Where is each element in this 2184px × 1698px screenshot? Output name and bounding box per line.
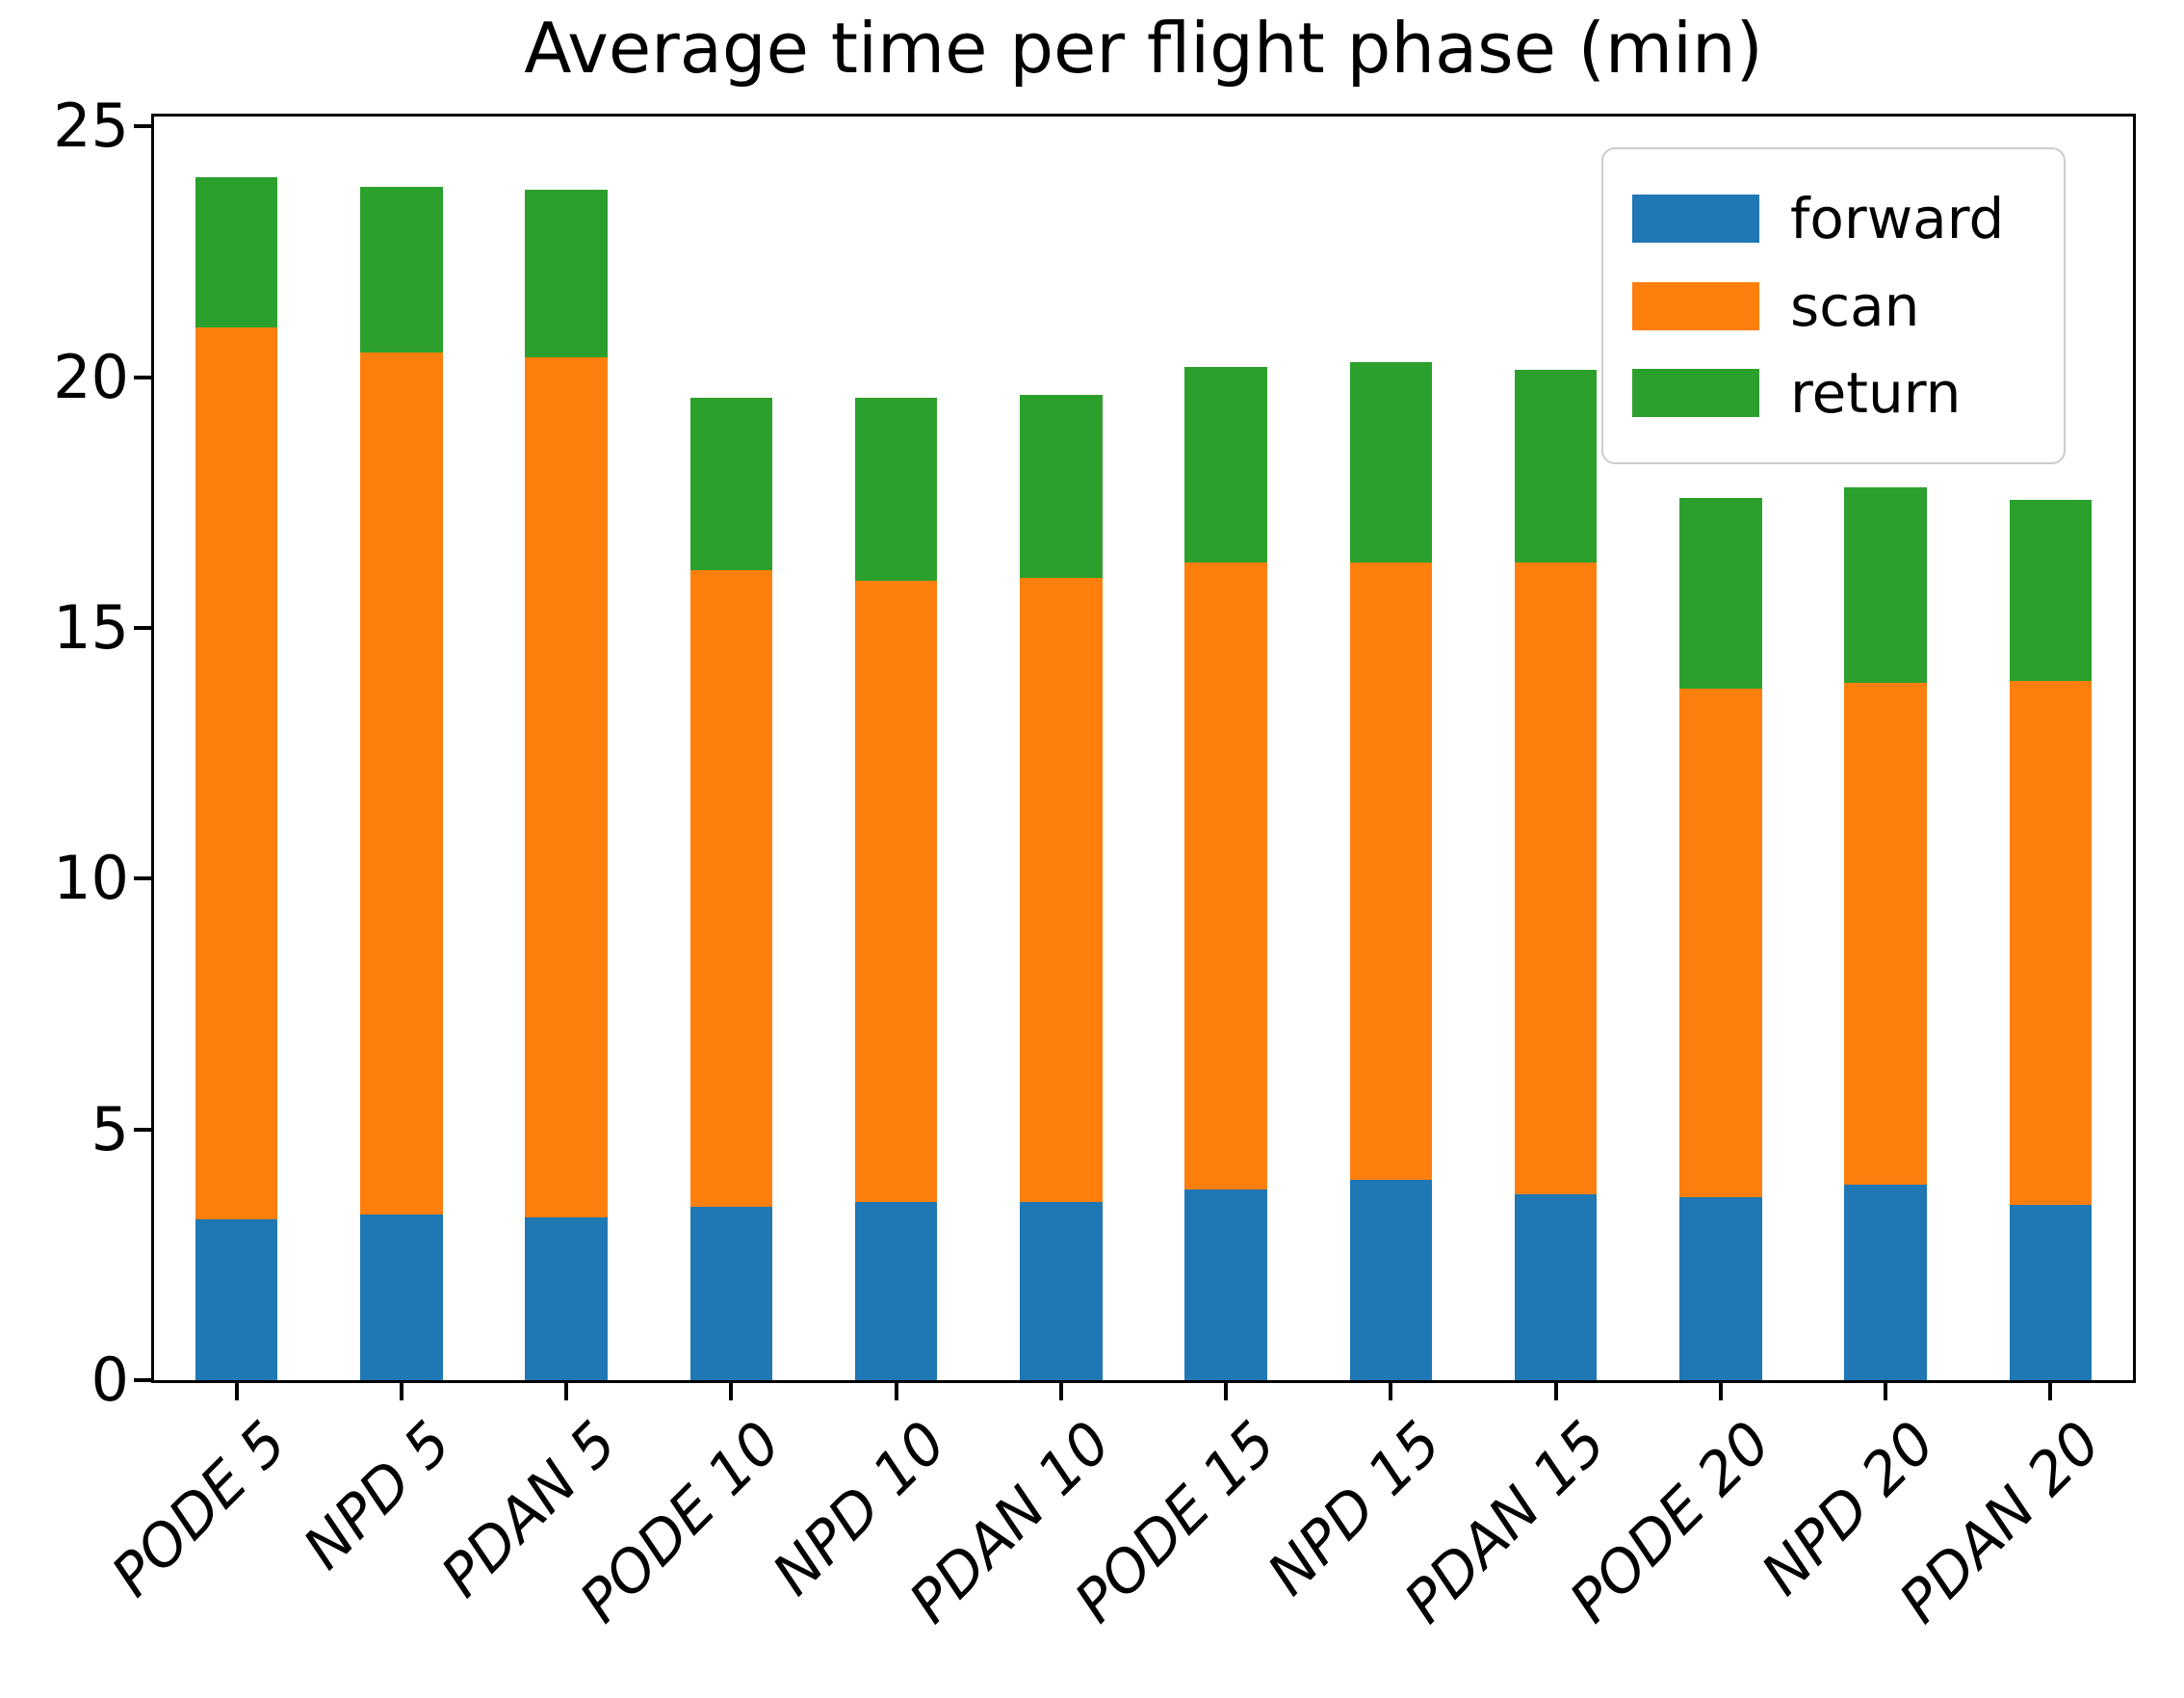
segment-scan-npd-5	[360, 352, 443, 1215]
x-tick-mark	[1224, 1383, 1229, 1400]
x-tick-label-pode-5: PODE 5	[98, 1409, 300, 1610]
legend: forward scan return	[1601, 147, 2066, 464]
stacked-bar-pdan-20	[2009, 500, 2093, 1380]
y-tick-label-5: 5	[91, 1093, 129, 1164]
x-tick-mark	[2048, 1383, 2053, 1400]
segment-scan-pdan-15	[1514, 562, 1598, 1195]
segment-return-pode-5	[195, 176, 278, 327]
legend-swatch-forward	[1632, 194, 1759, 243]
y-tick-label-0: 0	[91, 1345, 129, 1415]
bar-slot-npd-20	[1804, 117, 1968, 1380]
segment-return-npd-20	[1844, 487, 1927, 684]
bar-slot-pode-5	[154, 117, 319, 1380]
stacked-bar-npd-20	[1844, 487, 1927, 1380]
x-tick-mark	[564, 1383, 569, 1400]
segment-scan-pode-10	[689, 570, 773, 1208]
y-tick-mark	[134, 124, 151, 129]
segment-return-pdan-10	[1020, 394, 1103, 578]
y-tick-label-20: 20	[53, 341, 129, 412]
segment-scan-npd-20	[1844, 683, 1927, 1185]
stacked-bar-pdan-10	[1020, 394, 1103, 1380]
segment-return-pode-20	[1679, 497, 1762, 689]
y-tick-mark	[134, 626, 151, 631]
x-tick-mark	[399, 1383, 403, 1400]
x-tick-mark	[234, 1383, 239, 1400]
chart-title: Average time per flight phase (min)	[524, 8, 1763, 89]
segment-scan-npd-15	[1349, 562, 1433, 1180]
segment-scan-pode-20	[1679, 688, 1762, 1197]
segment-forward-pdan-15	[1514, 1194, 1598, 1380]
segment-return-npd-5	[360, 186, 443, 353]
segment-return-pdan-20	[2009, 500, 2093, 681]
bar-slot-pode-20	[1638, 117, 1803, 1380]
stacked-bar-pode-5	[195, 176, 278, 1380]
segment-return-npd-10	[854, 397, 938, 581]
segment-return-pode-15	[1184, 367, 1267, 563]
segment-return-npd-15	[1349, 362, 1433, 563]
bar-slot-pdan-15	[1473, 117, 1638, 1380]
legend-entry-return: return	[1632, 365, 2064, 421]
bar-slot-npd-10	[814, 117, 978, 1380]
x-tick-mark	[1389, 1383, 1393, 1400]
segment-forward-npd-20	[1844, 1184, 1927, 1380]
segment-scan-pdan-20	[2009, 680, 2093, 1205]
y-tick-label-25: 25	[53, 91, 129, 162]
y-tick-mark	[134, 375, 151, 379]
stacked-bar-npd-15	[1349, 362, 1433, 1380]
bar-slot-npd-5	[319, 117, 483, 1380]
y-tick-mark	[134, 1127, 151, 1132]
x-tick-mark	[1553, 1383, 1558, 1400]
legend-label-return: return	[1790, 360, 1962, 427]
bar-slot-pdan-20	[1968, 117, 2133, 1380]
bar-slot-pdan-5	[484, 117, 649, 1380]
segment-forward-pode-10	[689, 1207, 773, 1380]
segment-forward-npd-15	[1349, 1179, 1433, 1380]
segment-forward-pode-5	[195, 1219, 278, 1380]
segment-forward-npd-10	[854, 1202, 938, 1380]
segment-return-pdan-15	[1514, 369, 1598, 563]
bar-slot-pode-15	[1144, 117, 1309, 1380]
y-tick-label-10: 10	[53, 843, 129, 914]
legend-label-scan: scan	[1790, 273, 1920, 339]
stacked-bar-pdan-15	[1514, 369, 1598, 1380]
bar-slot-pdan-10	[978, 117, 1143, 1380]
legend-swatch-scan	[1632, 281, 1759, 330]
segment-scan-pdan-10	[1020, 578, 1103, 1203]
bar-slot-npd-15	[1309, 117, 1473, 1380]
bars-container	[154, 117, 2133, 1380]
legend-label-forward: forward	[1790, 185, 2005, 251]
segment-scan-pdan-5	[525, 356, 608, 1217]
x-tick-mark	[894, 1383, 898, 1400]
stacked-bar-npd-5	[360, 186, 443, 1380]
y-tick-mark	[134, 876, 151, 881]
legend-swatch-return	[1632, 369, 1759, 418]
stacked-bar-pdan-5	[525, 189, 608, 1380]
x-tick-mark	[729, 1383, 734, 1400]
segment-forward-pdan-5	[525, 1216, 608, 1380]
stacked-bar-pode-10	[689, 397, 773, 1380]
bar-slot-pode-10	[649, 117, 814, 1380]
stacked-bar-pode-15	[1184, 367, 1267, 1380]
segment-scan-pode-5	[195, 327, 278, 1220]
x-tick-mark	[1884, 1383, 1888, 1400]
segment-forward-pode-15	[1184, 1189, 1267, 1380]
legend-entry-scan: scan	[1632, 278, 2064, 334]
stacked-bar-npd-10	[854, 397, 938, 1380]
segment-forward-pdan-10	[1020, 1202, 1103, 1380]
x-tick-mark	[1718, 1383, 1723, 1400]
segment-forward-npd-5	[360, 1215, 443, 1380]
segment-scan-pode-15	[1184, 562, 1267, 1190]
segment-forward-pdan-20	[2009, 1204, 2093, 1380]
y-tick-mark	[134, 1378, 151, 1382]
segment-return-pode-10	[689, 397, 773, 571]
segment-return-pdan-5	[525, 189, 608, 357]
segment-forward-pode-20	[1679, 1196, 1762, 1380]
stacked-bar-pode-20	[1679, 497, 1762, 1380]
legend-entry-forward: forward	[1632, 191, 2064, 247]
x-tick-mark	[1058, 1383, 1063, 1400]
y-tick-label-15: 15	[53, 592, 129, 664]
segment-scan-npd-10	[854, 580, 938, 1203]
